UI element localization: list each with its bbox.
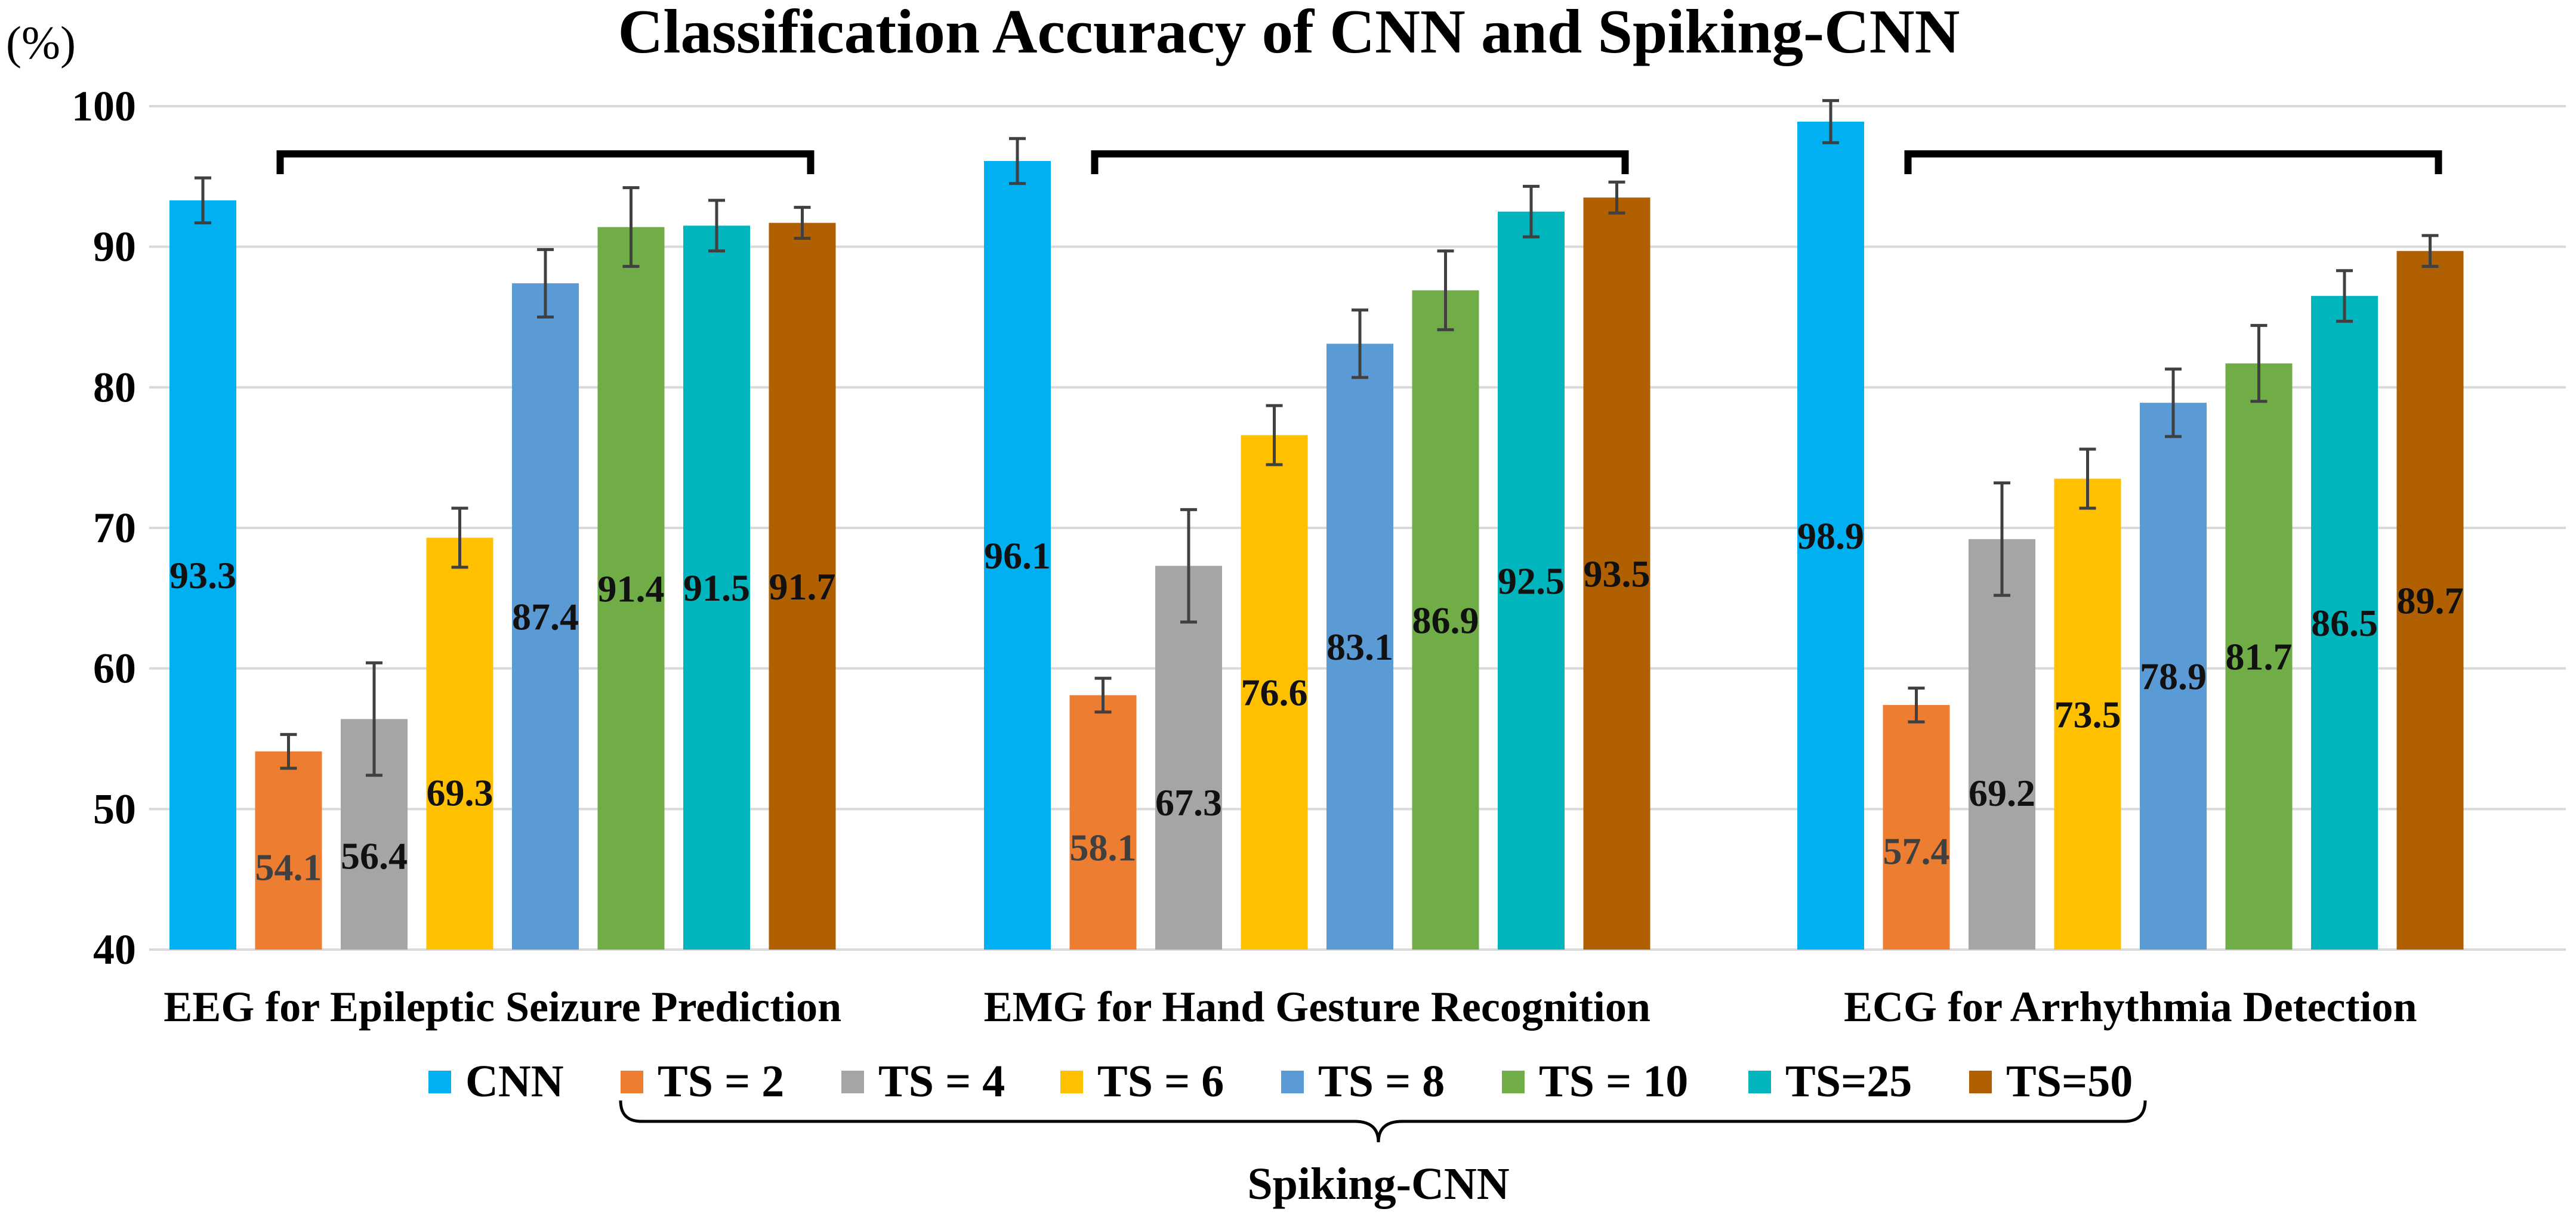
x-axis-categories: EEG for Epileptic Seizure Prediction EMG … xyxy=(163,983,2417,1031)
chart-title: Classification Accuracy of CNN and Spiki… xyxy=(618,0,1960,66)
bar xyxy=(1969,539,2035,950)
legend-label: TS=50 xyxy=(2006,1056,2133,1106)
legend: CNN TS = 2 TS = 4 TS = 6 TS = 8 TS = 10 TS=25 T… xyxy=(428,1056,2133,1106)
y-tick-label: 50 xyxy=(93,785,136,833)
data-label: 58.1 xyxy=(1070,827,1137,869)
spiking-cnn-bracket xyxy=(1091,150,1629,174)
bar xyxy=(769,222,836,950)
bar xyxy=(1069,695,1137,950)
data-label: 98.9 xyxy=(1797,515,1864,557)
y-tick-label: 70 xyxy=(93,504,136,552)
y-tick-label: 80 xyxy=(93,363,136,411)
y-tick-label: 40 xyxy=(93,926,136,973)
bar xyxy=(1326,344,1393,950)
y-axis-ticks: 40 50 60 70 80 90 100 xyxy=(72,82,136,973)
legend-swatch xyxy=(841,1071,864,1093)
bar xyxy=(2396,251,2464,950)
legend-label: TS = 4 xyxy=(878,1056,1005,1106)
y-tick-label: 90 xyxy=(93,223,136,271)
data-label: 69.2 xyxy=(1969,772,2035,814)
bar xyxy=(1241,435,1308,950)
bar xyxy=(169,200,236,950)
spiking-cnn-bracket xyxy=(276,150,815,174)
data-label: 86.5 xyxy=(2311,602,2378,644)
data-label: 67.3 xyxy=(1155,781,1222,824)
legend-swatch xyxy=(428,1071,451,1093)
data-label: 57.4 xyxy=(1883,830,1950,872)
data-label: 93.3 xyxy=(169,554,236,596)
legend-swatch xyxy=(1969,1071,1992,1093)
bar xyxy=(1883,704,1950,950)
data-label: 83.1 xyxy=(1326,626,1393,668)
bar xyxy=(2225,363,2293,950)
data-label: 87.4 xyxy=(512,595,579,638)
data-label: 54.1 xyxy=(255,846,322,889)
x-category-label: ECG for Arrhythmia Detection xyxy=(1844,983,2417,1031)
y-axis-unit: (%) xyxy=(6,17,76,69)
data-label: 81.7 xyxy=(2226,636,2293,678)
x-category-label: EEG for Epileptic Seizure Prediction xyxy=(163,983,841,1031)
bar xyxy=(1797,121,1864,950)
y-tick-label: 100 xyxy=(72,82,136,130)
data-label: 56.4 xyxy=(341,835,408,877)
bar xyxy=(2140,403,2207,950)
data-label: 96.1 xyxy=(984,534,1051,577)
data-label: 91.4 xyxy=(598,567,665,610)
legend-swatch xyxy=(1748,1071,1771,1093)
legend-swatch xyxy=(1502,1071,1525,1093)
data-label: 69.3 xyxy=(427,771,493,814)
data-label: 89.7 xyxy=(2397,579,2464,622)
bar xyxy=(1412,290,1479,950)
bar xyxy=(255,751,322,950)
legend-label: TS=25 xyxy=(1785,1056,1912,1106)
legend-group-label: Spiking-CNN xyxy=(1247,1159,1509,1209)
data-label: 91.5 xyxy=(683,567,750,609)
bars xyxy=(169,121,2464,950)
legend-swatch xyxy=(1281,1071,1304,1093)
error-bars xyxy=(195,99,2439,777)
legend-swatch xyxy=(1060,1071,1083,1093)
legend-label: TS = 2 xyxy=(658,1056,784,1106)
data-label: 91.7 xyxy=(769,565,836,608)
bar xyxy=(2311,296,2378,950)
bar xyxy=(512,283,579,950)
bar xyxy=(1583,197,1651,950)
x-category-label: EMG for Hand Gesture Recognition xyxy=(984,983,1651,1031)
legend-label: CNN xyxy=(465,1056,564,1106)
legend-label: TS = 10 xyxy=(1539,1056,1688,1106)
y-tick-label: 60 xyxy=(93,645,136,693)
bar xyxy=(426,537,493,950)
bar xyxy=(683,225,750,950)
bar xyxy=(2054,478,2121,950)
data-labels: 93.3 54.1 56.4 69.3 87.4 91.4 91.5 91.7 96.1 58.1… xyxy=(169,515,2464,889)
legend-label: TS = 8 xyxy=(1318,1056,1445,1106)
spiking-cnn-brackets xyxy=(276,150,2442,174)
bar xyxy=(1498,211,1565,950)
bar xyxy=(597,227,665,950)
legend-brace xyxy=(619,1100,2147,1143)
data-label: 78.9 xyxy=(2140,656,2207,698)
legend-swatch xyxy=(621,1071,643,1093)
bar xyxy=(984,160,1051,950)
legend-label: TS = 6 xyxy=(1097,1056,1224,1106)
data-label: 86.9 xyxy=(1412,599,1479,641)
data-label: 76.6 xyxy=(1241,672,1308,714)
data-label: 93.5 xyxy=(1584,553,1651,595)
bar xyxy=(1155,565,1222,950)
data-label: 92.5 xyxy=(1498,559,1565,602)
data-label: 73.5 xyxy=(2054,693,2121,735)
spiking-cnn-bracket xyxy=(1904,150,2442,174)
